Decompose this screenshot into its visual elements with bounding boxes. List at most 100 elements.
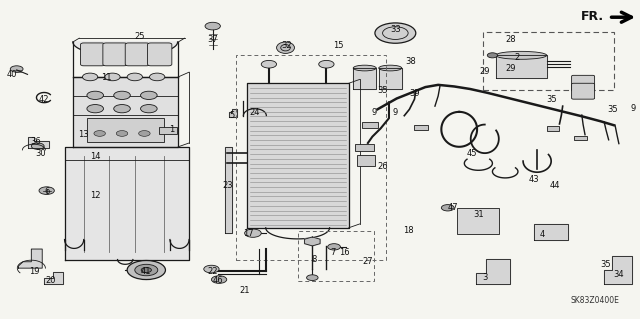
Text: 18: 18 xyxy=(403,226,413,234)
Text: 35: 35 xyxy=(601,260,611,270)
Text: 19: 19 xyxy=(29,267,39,276)
Text: 9: 9 xyxy=(372,108,377,117)
Circle shape xyxy=(244,229,261,237)
Text: 6: 6 xyxy=(44,187,49,197)
Text: 12: 12 xyxy=(90,190,100,200)
Text: 35: 35 xyxy=(377,86,388,95)
Circle shape xyxy=(307,275,318,280)
Text: 42: 42 xyxy=(39,95,49,104)
Text: 21: 21 xyxy=(239,286,250,295)
Circle shape xyxy=(375,23,416,43)
Text: 36: 36 xyxy=(31,137,41,145)
Bar xyxy=(414,125,428,130)
FancyBboxPatch shape xyxy=(125,43,150,66)
Circle shape xyxy=(31,143,44,149)
Text: 37: 37 xyxy=(207,35,218,44)
Text: 40: 40 xyxy=(7,70,17,79)
FancyBboxPatch shape xyxy=(148,43,172,66)
Circle shape xyxy=(211,276,227,283)
Text: 41: 41 xyxy=(141,267,152,276)
Text: 25: 25 xyxy=(134,32,145,41)
FancyBboxPatch shape xyxy=(103,43,127,66)
Text: 8: 8 xyxy=(311,255,316,264)
Bar xyxy=(574,136,587,140)
Text: 27: 27 xyxy=(363,257,373,266)
Text: 11: 11 xyxy=(101,73,111,82)
Text: 22: 22 xyxy=(207,267,218,276)
Text: 15: 15 xyxy=(333,41,343,50)
Circle shape xyxy=(139,130,150,136)
Text: 45: 45 xyxy=(467,149,477,158)
Bar xyxy=(236,55,386,260)
Bar xyxy=(362,122,378,128)
Text: 47: 47 xyxy=(447,203,458,212)
Text: 26: 26 xyxy=(377,162,388,171)
Text: 35: 35 xyxy=(546,95,557,104)
Circle shape xyxy=(141,268,152,272)
Text: 14: 14 xyxy=(90,152,100,161)
Polygon shape xyxy=(305,237,320,246)
FancyBboxPatch shape xyxy=(81,43,105,66)
Polygon shape xyxy=(246,83,349,228)
Circle shape xyxy=(487,53,497,58)
Text: 46: 46 xyxy=(212,276,223,285)
Polygon shape xyxy=(353,68,376,89)
Circle shape xyxy=(328,244,340,250)
Text: 9: 9 xyxy=(393,108,398,117)
Polygon shape xyxy=(73,77,178,147)
Polygon shape xyxy=(229,109,237,117)
Circle shape xyxy=(141,105,157,113)
Text: 29: 29 xyxy=(505,63,516,72)
Text: 13: 13 xyxy=(79,130,89,139)
Polygon shape xyxy=(476,259,510,284)
Ellipse shape xyxy=(353,65,376,71)
Polygon shape xyxy=(65,147,189,260)
Bar xyxy=(298,231,374,281)
Circle shape xyxy=(319,60,334,68)
Circle shape xyxy=(39,187,54,195)
Circle shape xyxy=(127,73,143,81)
Text: 32: 32 xyxy=(282,41,292,50)
Circle shape xyxy=(114,91,131,100)
Text: 20: 20 xyxy=(45,276,56,285)
Text: 2: 2 xyxy=(514,53,519,62)
Circle shape xyxy=(94,130,106,136)
Text: 34: 34 xyxy=(614,270,624,279)
Bar xyxy=(159,127,177,134)
Circle shape xyxy=(116,130,128,136)
Ellipse shape xyxy=(276,42,294,53)
Text: SK83Z0400E: SK83Z0400E xyxy=(570,296,619,305)
Text: 17: 17 xyxy=(243,229,254,238)
Circle shape xyxy=(205,22,220,30)
Text: 24: 24 xyxy=(250,108,260,117)
Circle shape xyxy=(87,91,104,100)
Text: 3: 3 xyxy=(482,272,488,281)
Text: 7: 7 xyxy=(330,248,335,257)
Polygon shape xyxy=(225,147,232,233)
Circle shape xyxy=(127,261,166,279)
Bar xyxy=(357,155,375,167)
Text: 33: 33 xyxy=(390,26,401,34)
FancyBboxPatch shape xyxy=(572,75,595,91)
Text: 35: 35 xyxy=(607,105,618,114)
Polygon shape xyxy=(604,256,632,284)
Text: 5: 5 xyxy=(229,111,234,120)
FancyBboxPatch shape xyxy=(572,83,595,99)
Polygon shape xyxy=(379,68,402,89)
Polygon shape xyxy=(19,249,42,268)
Text: 9: 9 xyxy=(630,104,636,113)
Text: 29: 29 xyxy=(479,67,490,76)
Circle shape xyxy=(261,60,276,68)
Bar xyxy=(483,32,614,90)
Text: 16: 16 xyxy=(339,248,349,257)
Circle shape xyxy=(204,265,219,273)
Text: 23: 23 xyxy=(222,181,233,190)
Text: 1: 1 xyxy=(169,125,175,134)
Circle shape xyxy=(114,105,131,113)
Polygon shape xyxy=(28,137,49,148)
Circle shape xyxy=(141,91,157,100)
Polygon shape xyxy=(534,224,568,240)
Bar xyxy=(355,144,374,151)
Text: 39: 39 xyxy=(409,89,420,98)
Circle shape xyxy=(105,73,120,81)
